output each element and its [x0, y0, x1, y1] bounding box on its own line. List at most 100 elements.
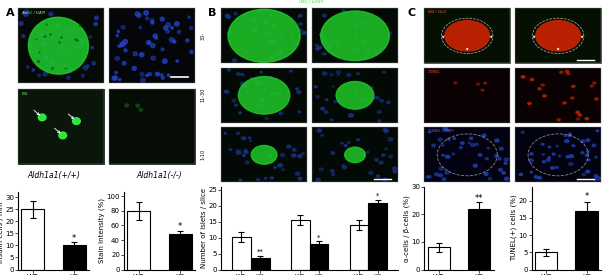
Ellipse shape: [24, 12, 28, 16]
Ellipse shape: [569, 155, 573, 158]
Ellipse shape: [571, 97, 574, 99]
Ellipse shape: [332, 174, 335, 175]
Ellipse shape: [244, 149, 247, 151]
Ellipse shape: [541, 84, 544, 86]
Ellipse shape: [287, 145, 291, 148]
Bar: [169, 234, 191, 270]
Ellipse shape: [171, 27, 173, 29]
Ellipse shape: [316, 47, 320, 50]
Ellipse shape: [342, 166, 347, 169]
Ellipse shape: [167, 74, 170, 76]
Ellipse shape: [321, 11, 390, 61]
Ellipse shape: [388, 32, 391, 34]
Ellipse shape: [459, 147, 462, 149]
Ellipse shape: [166, 23, 170, 27]
Ellipse shape: [384, 130, 388, 133]
Ellipse shape: [530, 153, 533, 155]
Ellipse shape: [278, 164, 282, 167]
Ellipse shape: [162, 59, 167, 64]
Ellipse shape: [62, 50, 64, 52]
Ellipse shape: [56, 24, 59, 27]
Ellipse shape: [121, 26, 125, 29]
Ellipse shape: [321, 107, 325, 110]
Ellipse shape: [112, 76, 116, 80]
Ellipse shape: [240, 82, 244, 85]
Ellipse shape: [245, 161, 249, 164]
Ellipse shape: [269, 40, 274, 44]
Ellipse shape: [576, 111, 579, 113]
Ellipse shape: [280, 154, 284, 156]
Text: INS: INS: [22, 92, 28, 96]
Ellipse shape: [538, 177, 541, 179]
Bar: [428, 248, 450, 270]
Ellipse shape: [153, 34, 157, 38]
Ellipse shape: [43, 42, 47, 45]
Ellipse shape: [321, 40, 326, 43]
Ellipse shape: [161, 74, 163, 76]
Ellipse shape: [125, 104, 129, 107]
Ellipse shape: [528, 159, 533, 162]
Ellipse shape: [426, 176, 429, 178]
Ellipse shape: [347, 142, 350, 144]
Ellipse shape: [379, 161, 383, 164]
Ellipse shape: [556, 145, 559, 147]
Ellipse shape: [228, 31, 232, 35]
Ellipse shape: [62, 66, 67, 70]
Text: 30-: 30-: [201, 32, 206, 40]
Ellipse shape: [453, 138, 455, 139]
Ellipse shape: [300, 29, 302, 31]
Text: *: *: [178, 222, 182, 231]
Bar: [232, 237, 251, 270]
Ellipse shape: [461, 142, 464, 144]
Ellipse shape: [40, 33, 43, 36]
Ellipse shape: [133, 52, 138, 56]
Ellipse shape: [446, 155, 450, 158]
Ellipse shape: [295, 42, 298, 45]
Ellipse shape: [115, 56, 120, 60]
Ellipse shape: [150, 43, 155, 48]
Ellipse shape: [438, 138, 442, 141]
Ellipse shape: [188, 16, 190, 18]
Ellipse shape: [484, 82, 487, 84]
Ellipse shape: [484, 172, 488, 175]
Ellipse shape: [389, 155, 393, 158]
Ellipse shape: [140, 73, 144, 76]
Ellipse shape: [244, 151, 248, 153]
Ellipse shape: [43, 56, 48, 60]
Ellipse shape: [334, 100, 338, 103]
Ellipse shape: [316, 178, 321, 182]
Ellipse shape: [345, 147, 365, 163]
Ellipse shape: [298, 155, 302, 158]
Ellipse shape: [164, 26, 168, 30]
Ellipse shape: [225, 90, 228, 93]
Ellipse shape: [572, 145, 575, 147]
Ellipse shape: [383, 128, 387, 131]
Ellipse shape: [504, 177, 509, 180]
Ellipse shape: [327, 42, 332, 45]
Ellipse shape: [332, 86, 335, 87]
Ellipse shape: [118, 78, 121, 81]
Ellipse shape: [586, 150, 589, 152]
Ellipse shape: [25, 9, 29, 13]
Ellipse shape: [576, 118, 580, 120]
Ellipse shape: [115, 71, 117, 74]
Ellipse shape: [596, 130, 599, 131]
Ellipse shape: [494, 155, 499, 158]
Ellipse shape: [83, 66, 88, 70]
Ellipse shape: [378, 111, 381, 113]
Ellipse shape: [354, 25, 356, 27]
Ellipse shape: [264, 20, 268, 23]
Ellipse shape: [32, 69, 34, 71]
Ellipse shape: [272, 92, 276, 95]
Ellipse shape: [290, 36, 293, 39]
Ellipse shape: [292, 154, 296, 157]
Ellipse shape: [298, 177, 302, 180]
Ellipse shape: [279, 112, 283, 115]
Ellipse shape: [504, 162, 507, 164]
Ellipse shape: [278, 92, 281, 94]
Ellipse shape: [82, 74, 85, 77]
Ellipse shape: [447, 138, 450, 141]
Ellipse shape: [236, 150, 240, 153]
Ellipse shape: [263, 89, 266, 90]
Text: 11-30: 11-30: [201, 88, 206, 103]
